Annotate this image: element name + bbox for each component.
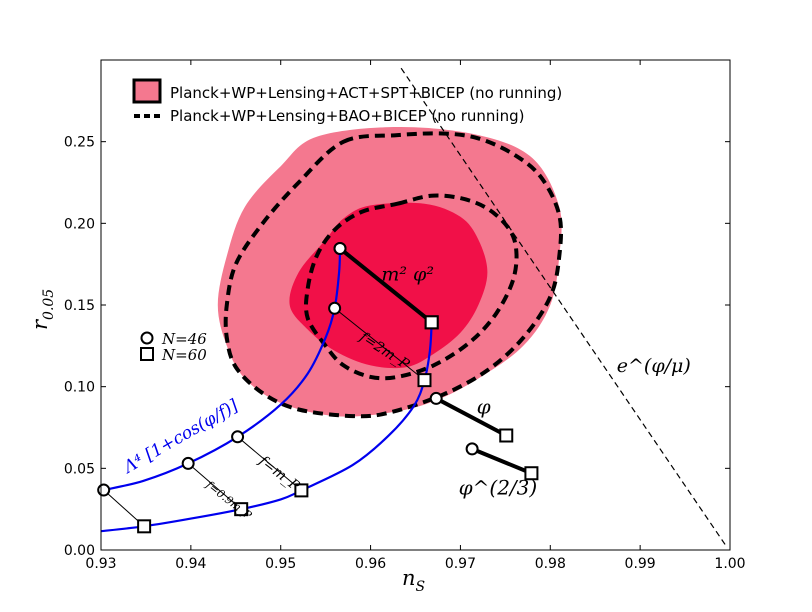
marker-n46-2 — [465, 442, 479, 456]
marker-n60-2 — [524, 466, 539, 481]
y-tick-label-3: 0.15 — [64, 298, 95, 314]
marker-n60-1 — [499, 428, 514, 443]
marker-natural-n46-3 — [328, 301, 342, 315]
y-tick-label-4: 0.20 — [64, 216, 95, 232]
marker-natural-n46-2 — [231, 430, 245, 444]
legend: Planck+WP+Lensing+ACT+SPT+BICEP (no runn… — [132, 78, 562, 125]
marker-natural-n60-4 — [424, 315, 439, 330]
marker-natural-n46-1 — [181, 456, 195, 470]
marker-natural-n46-4 — [333, 241, 347, 255]
model-lines — [101, 67, 727, 546]
label-phi: φ — [477, 395, 491, 419]
marker-natural-n60-2 — [294, 483, 309, 498]
y-axis-label: r0.05 — [28, 289, 57, 330]
x-axis-label: nS — [402, 566, 425, 595]
x-tick-label-1: 0.94 — [175, 556, 206, 572]
x-tick-label-0: 0.93 — [85, 556, 116, 572]
legend-marker-square — [140, 347, 154, 361]
connector-line-1 — [237, 436, 302, 491]
x-tick-label-6: 0.99 — [625, 556, 656, 572]
x-tick-label-4: 0.97 — [445, 556, 476, 572]
y-tick-label-1: 0.05 — [64, 461, 95, 477]
x-tick-label-5: 0.98 — [535, 556, 566, 572]
label-f-mp: f=m_P — [255, 452, 303, 494]
marker-natural-n60-1 — [234, 502, 249, 517]
model-line-2 — [471, 447, 533, 476]
connector-line-2 — [334, 307, 425, 381]
y-tick-label-2: 0.10 — [64, 380, 95, 396]
marker-natural-n60-0 — [137, 519, 152, 534]
x-tick-label-2: 0.95 — [265, 556, 296, 572]
x-tick-label-3: 0.96 — [355, 556, 386, 572]
natural-inflation-curve-3 — [103, 248, 342, 492]
marker-natural-n60-3 — [417, 373, 432, 388]
contour-68-dashed — [303, 193, 519, 381]
model-line-0 — [338, 246, 433, 324]
label-exponential: e^(φ/μ) — [617, 355, 691, 377]
y-tick-label-5: 0.25 — [64, 135, 95, 151]
exponential-model-line — [400, 67, 727, 546]
marker-natural-n46-0 — [97, 483, 111, 497]
connector-line-0 — [187, 463, 242, 510]
y-tick-label-0: 0.00 — [64, 543, 95, 559]
label-m2-phi2: m² φ² — [381, 264, 434, 286]
marker-n46-1 — [429, 391, 443, 405]
contour-95-dashed — [223, 131, 564, 419]
label-phi-two-thirds: φ^(2/3) — [459, 475, 538, 499]
axes: 0.93 0.94 0.95 0.96 0.97 0.98 0.99 1.00 0.00 0.05… — [28, 59, 746, 595]
model-line-1 — [435, 396, 508, 438]
legend-marker-circle — [140, 331, 154, 345]
x-tick-label-7: 1.00 — [714, 556, 745, 572]
legend-label-dashed: Planck+WP+Lensing+BAO+BICEP (no running) — [170, 107, 524, 125]
model-markers — [97, 241, 539, 534]
legend-n46-label: N=46 — [161, 330, 207, 348]
legend-swatch-filled — [132, 78, 162, 104]
legend-label-filled: Planck+WP+Lensing+ACT+SPT+BICEP (no runn… — [170, 84, 562, 102]
legend-n60-label: N=60 — [161, 346, 207, 364]
